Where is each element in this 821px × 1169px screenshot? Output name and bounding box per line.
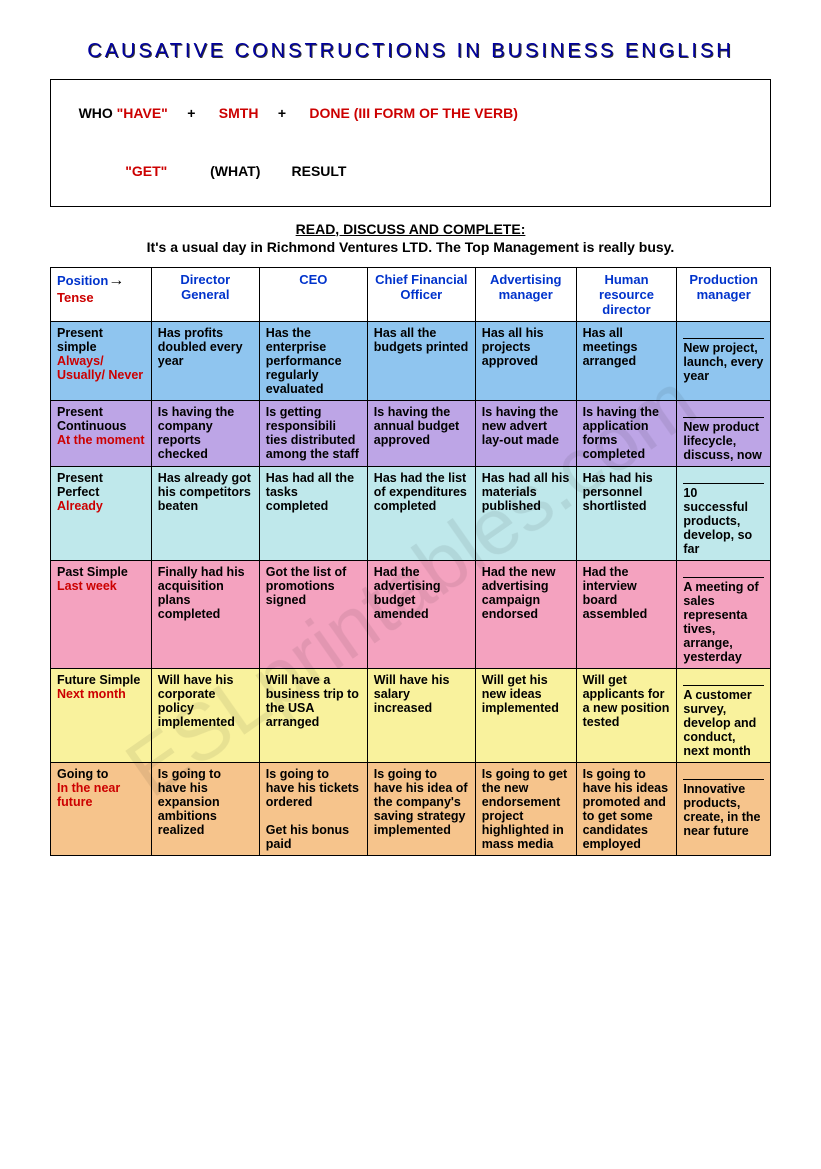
tense-cell: Future SimpleNext month bbox=[51, 668, 152, 762]
content-cell: Is getting responsibili ties distributed… bbox=[259, 400, 367, 466]
blank-line[interactable] bbox=[683, 565, 764, 578]
formula-plus1: + bbox=[168, 105, 219, 121]
formula-pad3 bbox=[260, 163, 291, 179]
content-cell: Is having the annual budget approved bbox=[367, 400, 475, 466]
content-cell: Has all the budgets printed bbox=[367, 321, 475, 400]
header-tense: Tense bbox=[57, 290, 94, 305]
table-row: Present ContinuousAt the momentIs having… bbox=[51, 400, 771, 466]
tense-cell: Present simpleAlways/ Usually/ Never bbox=[51, 321, 152, 400]
col-ceo: CEO bbox=[259, 267, 367, 321]
table-row: Going toIn the near futureIs going to ha… bbox=[51, 762, 771, 855]
table-row: Present PerfectAlreadyHas already got hi… bbox=[51, 466, 771, 560]
table-row: Future SimpleNext monthWill have his cor… bbox=[51, 668, 771, 762]
content-cell: Is going to have his idea of the company… bbox=[367, 762, 475, 855]
subtitle-text: It's a usual day in Richmond Ventures LT… bbox=[50, 239, 771, 255]
formula-who: WHO bbox=[79, 105, 113, 121]
content-cell: Has had the list of expenditures complet… bbox=[367, 466, 475, 560]
content-cell: Has had all the tasks completed bbox=[259, 466, 367, 560]
formula-smth: SMTH bbox=[219, 105, 259, 121]
tense-cell: Present ContinuousAt the moment bbox=[51, 400, 152, 466]
col-cfo: Chief Financial Officer bbox=[367, 267, 475, 321]
blank-cell[interactable]: A meeting of sales representa tives, arr… bbox=[677, 560, 771, 668]
content-cell: Will have his salary increased bbox=[367, 668, 475, 762]
table-row: Past SimpleLast weekFinally had his acqu… bbox=[51, 560, 771, 668]
tense-indicator: Already bbox=[57, 499, 145, 513]
tense-indicator: Next month bbox=[57, 687, 145, 701]
content-cell: Is having the company reports checked bbox=[151, 400, 259, 466]
header-position-tense: Position→ Tense bbox=[51, 267, 152, 321]
tense-cell: Present PerfectAlready bbox=[51, 466, 152, 560]
content-cell: Is going to have his ideas promoted and … bbox=[576, 762, 677, 855]
blank-cell[interactable]: 10 successful products, develop, so far bbox=[677, 466, 771, 560]
content-cell: Has already got his competitors beaten bbox=[151, 466, 259, 560]
content-cell: Will get his new ideas implemented bbox=[475, 668, 576, 762]
blank-cell[interactable]: Innovative products, create, in the near… bbox=[677, 762, 771, 855]
tense-name: Present Continuous bbox=[57, 405, 145, 433]
blank-line[interactable] bbox=[683, 673, 764, 686]
tense-name: Going to bbox=[57, 767, 145, 781]
page-title: CAUSATIVE CONSTRUCTIONS IN BUSINESS ENGL… bbox=[50, 40, 771, 63]
formula-plus2: + bbox=[258, 105, 309, 121]
header-position: Position bbox=[57, 273, 108, 288]
col-hr-director: Human resource director bbox=[576, 267, 677, 321]
arrow-icon: → bbox=[108, 272, 124, 290]
blank-line[interactable] bbox=[683, 471, 764, 484]
formula-result: RESULT bbox=[292, 163, 347, 179]
formula-get: "GET" bbox=[125, 163, 167, 179]
table-row: Present simpleAlways/ Usually/ NeverHas … bbox=[51, 321, 771, 400]
content-cell: Will get applicants for a new position t… bbox=[576, 668, 677, 762]
formula-have: "HAVE" bbox=[113, 105, 168, 121]
blank-hint: New product lifecycle, discuss, now bbox=[683, 420, 764, 462]
blank-cell[interactable]: New project, launch, every year bbox=[677, 321, 771, 400]
formula-pad1 bbox=[79, 163, 126, 179]
formula-done: DONE (III FORM OF THE VERB) bbox=[309, 105, 517, 121]
col-production-manager: Production manager bbox=[677, 267, 771, 321]
content-cell: Had the interview board assembled bbox=[576, 560, 677, 668]
tense-table: Position→ Tense Director General CEO Chi… bbox=[50, 267, 771, 856]
content-cell: Had the new advertising campaign endorse… bbox=[475, 560, 576, 668]
formula-box: WHO "HAVE" + SMTH + DONE (III FORM OF TH… bbox=[50, 79, 771, 207]
content-cell: Has the enterprise performance regularly… bbox=[259, 321, 367, 400]
content-cell: Is going to have his expansion ambitions… bbox=[151, 762, 259, 855]
tense-cell: Going toIn the near future bbox=[51, 762, 152, 855]
tense-name: Past Simple bbox=[57, 565, 145, 579]
blank-hint: A meeting of sales representa tives, arr… bbox=[683, 580, 764, 664]
formula-pad2 bbox=[167, 163, 210, 179]
blank-line[interactable] bbox=[683, 405, 764, 418]
content-cell: Has all meetings arranged bbox=[576, 321, 677, 400]
col-advertising-manager: Advertising manager bbox=[475, 267, 576, 321]
blank-hint: A customer survey, develop and conduct, … bbox=[683, 688, 764, 758]
blank-cell[interactable]: New product lifecycle, discuss, now bbox=[677, 400, 771, 466]
content-cell: Finally had his acquisition plans comple… bbox=[151, 560, 259, 668]
tense-indicator: At the moment bbox=[57, 433, 145, 447]
content-cell: Is going to get the new endorsement proj… bbox=[475, 762, 576, 855]
col-director-general: Director General bbox=[151, 267, 259, 321]
tense-indicator: In the near future bbox=[57, 781, 145, 809]
content-cell: Has had all his materials published bbox=[475, 466, 576, 560]
tense-cell: Past SimpleLast week bbox=[51, 560, 152, 668]
blank-line[interactable] bbox=[683, 767, 764, 780]
content-cell: Has had his personnel shortlisted bbox=[576, 466, 677, 560]
tense-name: Present Perfect bbox=[57, 471, 145, 499]
tense-name: Present simple bbox=[57, 326, 145, 354]
blank-cell[interactable]: A customer survey, develop and conduct, … bbox=[677, 668, 771, 762]
content-cell: Had the advertising budget amended bbox=[367, 560, 475, 668]
blank-hint: New project, launch, every year bbox=[683, 341, 764, 383]
content-cell: Will have a business trip to the USA arr… bbox=[259, 668, 367, 762]
blank-line[interactable] bbox=[683, 326, 764, 339]
tense-name: Future Simple bbox=[57, 673, 145, 687]
content-cell: Is going to have his tickets ordered Get… bbox=[259, 762, 367, 855]
blank-hint: Innovative products, create, in the near… bbox=[683, 782, 764, 838]
content-cell: Has all his projects approved bbox=[475, 321, 576, 400]
formula-what: (WHAT) bbox=[210, 163, 260, 179]
content-cell: Got the list of promotions signed bbox=[259, 560, 367, 668]
tense-indicator: Last week bbox=[57, 579, 145, 593]
content-cell: Will have his corporate policy implement… bbox=[151, 668, 259, 762]
content-cell: Is having the application forms complete… bbox=[576, 400, 677, 466]
tense-indicator: Always/ Usually/ Never bbox=[57, 354, 145, 382]
blank-hint: 10 successful products, develop, so far bbox=[683, 486, 764, 556]
content-cell: Is having the new advert lay-out made bbox=[475, 400, 576, 466]
instruction-heading: READ, DISCUSS AND COMPLETE: bbox=[50, 221, 771, 237]
content-cell: Has profits doubled every year bbox=[151, 321, 259, 400]
